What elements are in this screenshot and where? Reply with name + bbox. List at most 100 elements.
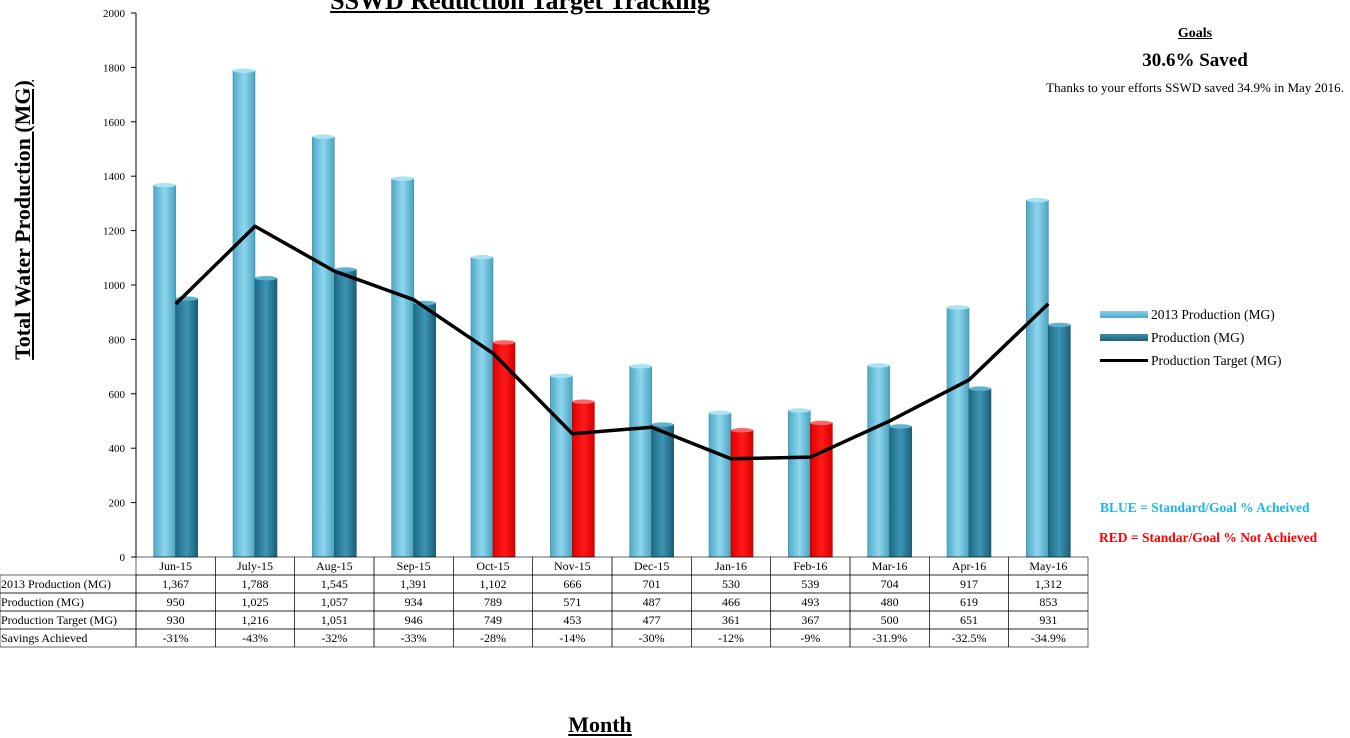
table-value: -28%: [480, 631, 506, 645]
table-value: 701: [643, 577, 661, 591]
table-value: -43%: [242, 631, 268, 645]
target-line-group: [174, 224, 1050, 461]
table-value: 666: [563, 577, 581, 591]
table-value: 853: [1039, 595, 1057, 609]
y-tick-label: 200: [109, 498, 126, 510]
table-value: 651: [960, 613, 978, 627]
production-target-line: [174, 224, 1050, 461]
table-value: -32.5%: [952, 631, 987, 645]
table-value: -14%: [559, 631, 585, 645]
table-row-label: Savings Achieved: [1, 631, 87, 645]
bar-production: [968, 388, 992, 558]
bar-2013-cap: [867, 363, 890, 368]
bar-production-not-achieved: [572, 401, 595, 558]
table-value: 530: [722, 577, 740, 591]
table-value: -30%: [639, 631, 665, 645]
legend-swatch-production: [1100, 334, 1148, 341]
table-value: 1,391: [400, 577, 427, 591]
x-tick-label: July-15: [237, 559, 273, 573]
y-tick-label: 0: [120, 552, 126, 564]
x-tick-label: Feb-16: [793, 559, 827, 573]
bar-production-cap: [1048, 322, 1071, 328]
y-tick-label: 1200: [103, 226, 126, 238]
table-value: 749: [484, 613, 502, 627]
table-value: 931: [1039, 613, 1057, 627]
y-tick-label: 600: [109, 389, 126, 401]
x-axis-label: Month: [568, 712, 632, 737]
y-tick-label: 400: [109, 443, 126, 455]
x-tick-label: Jun-15: [159, 559, 192, 573]
table-cell: [1008, 628, 1089, 648]
bar-production-cap: [969, 386, 991, 391]
legend-label-2013: 2013 Production (MG): [1151, 306, 1275, 322]
table-value: 917: [960, 577, 978, 591]
table-value: 1,102: [480, 577, 507, 591]
table-value: 950: [167, 595, 185, 609]
table-value: 1,545: [321, 577, 348, 591]
table-value: 704: [881, 577, 899, 591]
bar-2013-cap: [550, 373, 573, 379]
bar-2013: [312, 136, 335, 558]
red-note: RED = Standar/Goal % Not Achieved: [1099, 530, 1318, 545]
y-tick-label: 2000: [103, 8, 126, 20]
bar-2013: [153, 184, 176, 558]
x-tick-label: Aug-15: [316, 559, 353, 573]
goals-saved: 30.6% Saved: [1142, 50, 1248, 71]
table-value: -33%: [401, 631, 427, 645]
table-value: 930: [167, 613, 185, 627]
bar-production-not-achieved: [730, 429, 754, 558]
bar-2013-cap: [312, 134, 335, 139]
bar-2013-cap: [709, 410, 731, 416]
goals-box: Goals 30.6% Saved Thanks to your efforts…: [1030, 26, 1350, 95]
table-value: -31%: [163, 631, 189, 645]
bar-2013-cap: [153, 182, 176, 188]
y-tick-label: 1000: [103, 280, 126, 292]
y-tick-label: 1800: [103, 62, 126, 74]
table-value: 367: [801, 613, 819, 627]
bar-group: [153, 68, 1071, 558]
table-value: 1,025: [242, 595, 269, 609]
table-row-label: Production Target (MG): [1, 613, 117, 627]
bar-2013-cap: [629, 364, 652, 369]
table-value: 361: [722, 613, 740, 627]
table-value: -34.9%: [1031, 631, 1066, 645]
x-tick-label: Apr-16: [952, 559, 986, 573]
table-value: -32%: [321, 631, 347, 645]
legend-item-2013: 2013 Production (MG): [1100, 303, 1282, 326]
x-tick-label: Sep-15: [397, 559, 431, 573]
table-value: 539: [801, 577, 819, 591]
table-value: 934: [405, 595, 423, 609]
bar-production: [175, 298, 198, 558]
x-tick-label: Dec-15: [634, 559, 669, 573]
table-value: 789: [484, 595, 502, 609]
goals-note: Thanks to your efforts SSWD saved 34.9% …: [1046, 80, 1344, 95]
bar-production-cap: [651, 422, 674, 427]
table-value: 946: [405, 613, 423, 627]
table-value: 1,051: [321, 613, 348, 627]
bar-2013-cap: [233, 68, 255, 73]
table-value: 480: [881, 595, 899, 609]
bar-production-cap: [255, 276, 277, 281]
bar-production-cap: [572, 399, 595, 404]
bar-2013: [788, 410, 811, 558]
goals-heading: Goals: [1177, 26, 1213, 41]
x-tick-label: Mar-16: [872, 559, 908, 573]
legend-label-target: Production Target (MG): [1151, 352, 1282, 368]
table-value: 619: [960, 595, 978, 609]
bar-production: [334, 269, 357, 558]
legend: 2013 Production (MG) Production (MG) Pro…: [1100, 303, 1282, 372]
bar-production: [651, 424, 674, 558]
bar-2013: [470, 256, 494, 558]
bar-production-cap: [731, 428, 753, 433]
table-value: 500: [881, 613, 899, 627]
bar-production-cap: [810, 420, 833, 426]
table-row-label: 2013 Production (MG): [1, 577, 111, 591]
x-tick-label: May-16: [1029, 559, 1067, 573]
table-value: 571: [563, 595, 581, 609]
bar-production: [889, 426, 912, 558]
table-row-label: Production (MG): [1, 595, 84, 609]
table-value: 1,312: [1035, 577, 1062, 591]
table-value: -31.9%: [872, 631, 907, 645]
table-value: 466: [722, 595, 740, 609]
